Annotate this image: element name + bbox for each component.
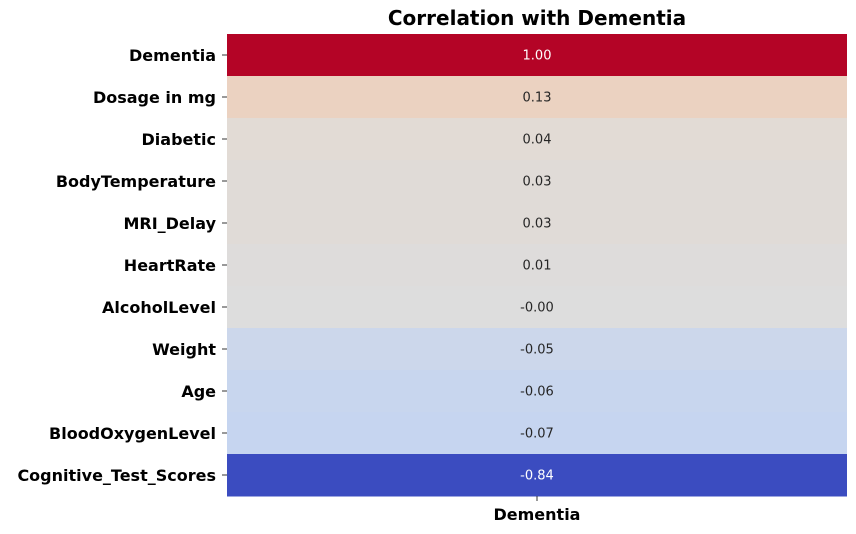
x-tick-label: Dementia: [494, 505, 581, 524]
heatmap-cell: [227, 328, 847, 371]
heatmap-cell: [227, 76, 847, 119]
cell-value-label: 0.13: [523, 91, 552, 106]
cell-value-label: 1.00: [523, 49, 552, 64]
cell-value-label: -0.84: [520, 469, 554, 484]
y-tick-label: MRI_Delay: [123, 214, 216, 233]
cell-value-label: 0.01: [523, 259, 552, 274]
cell-value-label: -0.05: [520, 343, 554, 358]
y-tick-label: Cognitive_Test_Scores: [17, 466, 216, 485]
heatmap-cell: [227, 244, 847, 287]
heatmap-cell: [227, 160, 847, 203]
y-tick-label: Weight: [152, 340, 216, 359]
y-tick-labels: Dementia Dosage in mg Diabetic BodyTemperat…: [17, 46, 227, 485]
heatmap-cells: 1.00 0.13 0.04 0.03 0.03 0.01 -0.00 -0.05 -0.06 -…: [227, 34, 847, 497]
heatmap-cell: [227, 286, 847, 329]
heatmap-cell: [227, 454, 847, 497]
cell-value-label: 0.03: [523, 217, 552, 232]
y-tick-label: BloodOxygenLevel: [49, 424, 216, 443]
cell-value-label: 0.04: [523, 133, 552, 148]
y-tick-label: AlcoholLevel: [102, 298, 216, 317]
heatmap-cell: [227, 118, 847, 161]
y-tick-label: Dementia: [129, 46, 216, 65]
cell-value-label: 0.03: [523, 175, 552, 190]
cell-value-label: -0.06: [520, 385, 554, 400]
y-tick-label: BodyTemperature: [56, 172, 216, 191]
x-tick-labels: Dementia: [494, 496, 581, 524]
heatmap-cell: [227, 34, 847, 77]
heatmap-cell: [227, 370, 847, 413]
y-tick-label: HeartRate: [124, 256, 216, 275]
y-tick-label: Dosage in mg: [93, 88, 216, 107]
heatmap-cell: [227, 202, 847, 245]
cell-value-label: -0.00: [520, 301, 554, 316]
chart-title: Correlation with Dementia: [388, 6, 686, 30]
y-tick-label: Diabetic: [142, 130, 216, 149]
cell-value-label: -0.07: [520, 427, 554, 442]
y-tick-label: Age: [181, 382, 216, 401]
heatmap-cell: [227, 412, 847, 455]
